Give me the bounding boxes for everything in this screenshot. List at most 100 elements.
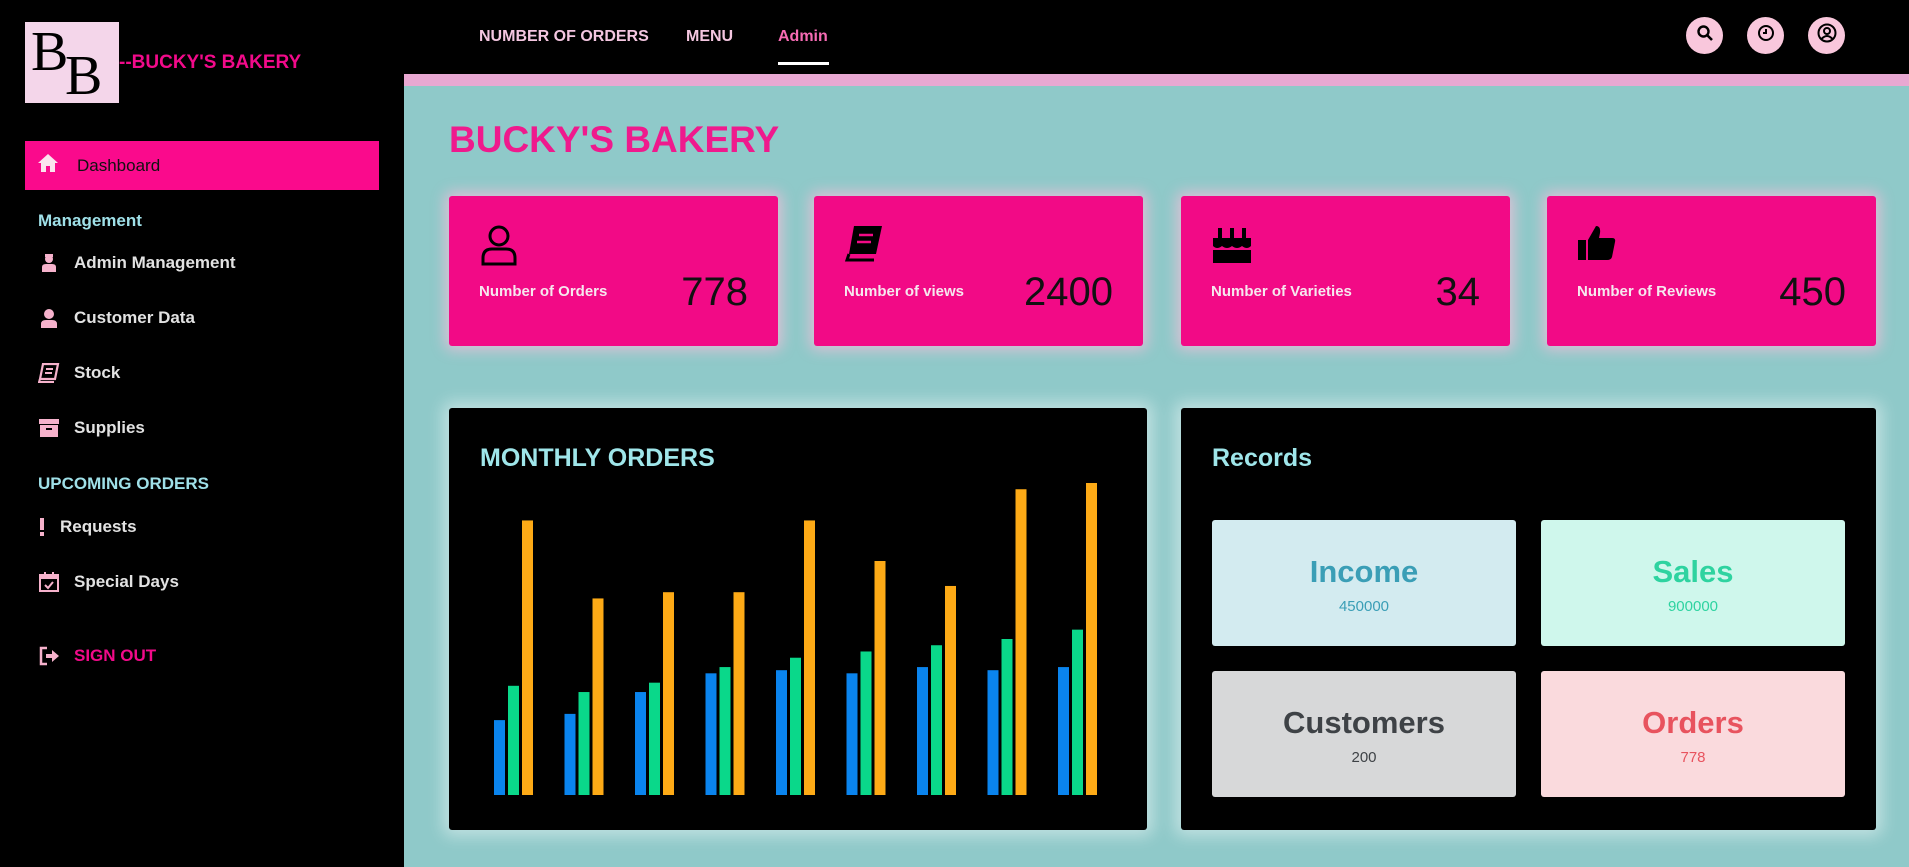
monthly-orders-panel: MONTHLY ORDERS	[449, 408, 1147, 830]
bar-series1-group5	[776, 670, 787, 795]
sidebar-item-stock[interactable]: Stock	[38, 362, 120, 384]
topnav-menu[interactable]: MENU	[686, 28, 734, 45]
bar-series2-group4	[719, 667, 731, 795]
sign-out-icon	[38, 645, 60, 667]
stat-label: Number of Reviews	[1577, 283, 1717, 300]
sidebar-item-customer-data[interactable]: Customer Data	[38, 307, 195, 329]
main-content: BUCKY'S BAKERY Number of Orders 778 Numb…	[404, 86, 1909, 867]
bar-series1-group8	[987, 670, 999, 795]
record-title: Sales	[1652, 554, 1734, 589]
sidebar-item-label: Stock	[74, 363, 121, 382]
sign-out-button[interactable]: SIGN OUT	[38, 645, 156, 667]
archive-box-icon	[38, 417, 60, 439]
record-title: Customers	[1283, 705, 1445, 740]
record-title: Income	[1309, 554, 1419, 589]
bar-series2-group1	[508, 685, 519, 795]
search-icon	[1696, 24, 1714, 47]
records-panel: Records Income 450000 Sales 900000 Custo…	[1181, 408, 1876, 830]
bar-series3-group6	[874, 561, 886, 795]
topnav-number-of-orders[interactable]: NUMBER OF ORDERS	[479, 28, 649, 45]
bar-series3-group7	[945, 585, 956, 795]
bar-series1-group6	[846, 673, 858, 795]
sidebar-item-label: Supplies	[74, 418, 145, 437]
bar-series3-group9	[1086, 483, 1097, 795]
bar-series3-group3	[663, 592, 674, 795]
profile-button[interactable]	[1808, 17, 1845, 54]
record-card-orders[interactable]: Orders 778	[1541, 671, 1845, 797]
book-icon	[844, 224, 886, 266]
bar-series2-group8	[1001, 639, 1013, 795]
sidebar-item-admin-management[interactable]: Admin Management	[38, 252, 236, 274]
stat-card-views[interactable]: Number of views 2400	[814, 196, 1143, 346]
home-icon	[37, 153, 59, 178]
bar-series3-group4	[733, 592, 745, 795]
record-title: Orders	[1642, 705, 1744, 740]
admin-icon	[38, 252, 60, 274]
monthly-orders-chart	[494, 483, 1097, 795]
sidebar-item-dashboard[interactable]: Dashboard	[25, 141, 379, 190]
bar-series2-group5	[790, 657, 801, 795]
record-card-income[interactable]: Income 450000	[1212, 520, 1516, 646]
records-title: Records	[1212, 444, 1313, 472]
sidebar-item-special-days[interactable]: Special Days	[38, 571, 179, 593]
stat-card-varieties[interactable]: Number of Varieties 34	[1181, 196, 1510, 346]
topnav-admin[interactable]: Admin	[778, 28, 828, 45]
record-card-customers[interactable]: Customers 200	[1212, 671, 1516, 797]
bar-series3-group5	[804, 520, 815, 795]
stat-value: 2400	[1024, 270, 1113, 314]
bar-series1-group9	[1058, 667, 1069, 795]
sidebar-item-label: Dashboard	[77, 155, 161, 175]
bar-series2-group3	[649, 682, 660, 795]
page-title: BUCKY'S BAKERY	[449, 119, 780, 160]
sidebar-item-label: Requests	[60, 517, 137, 536]
sidebar-item-label: Special Days	[74, 572, 179, 591]
record-value: 450000	[1338, 598, 1390, 615]
sidebar-item-label: Customer Data	[74, 308, 195, 327]
thumbs-up-icon	[1577, 224, 1619, 266]
calendar-check-icon	[38, 571, 60, 593]
bar-series2-group2	[578, 692, 590, 795]
bar-series2-group6	[860, 651, 872, 795]
bar-series1-group4	[705, 673, 717, 795]
sidebar-item-supplies[interactable]: Supplies	[38, 417, 145, 439]
logo[interactable]: B B	[25, 22, 119, 104]
brand-name: --BUCKY'S BAKERY	[119, 52, 302, 73]
bar-series1-group1	[494, 720, 505, 795]
sidebar-item-label: Admin Management	[74, 253, 236, 272]
active-tab-underline	[778, 62, 829, 65]
stat-card-reviews[interactable]: Number of Reviews 450	[1547, 196, 1876, 346]
bar-series3-group8	[1015, 489, 1027, 795]
birthday-cake-icon	[1211, 224, 1253, 266]
bar-series1-group3	[635, 692, 646, 795]
sign-out-label: SIGN OUT	[74, 646, 157, 665]
monthly-orders-title: MONTHLY ORDERS	[480, 444, 715, 472]
record-card-sales[interactable]: Sales 900000	[1541, 520, 1845, 646]
search-button[interactable]	[1686, 17, 1723, 54]
bar-series3-group1	[522, 520, 533, 795]
record-value: 900000	[1667, 598, 1719, 615]
user-circle-icon	[1817, 23, 1837, 48]
top-navbar: NUMBER OF ORDERS MENU Admin	[404, 0, 1909, 74]
stat-label: Number of views	[844, 283, 965, 300]
bar-series2-group7	[931, 645, 942, 795]
user-icon	[38, 307, 60, 329]
section-management: Management	[38, 211, 142, 230]
sidebar: B B --BUCKY'S BAKERY Dashboard Managemen…	[0, 0, 404, 867]
bar-series2-group9	[1072, 629, 1083, 795]
sidebar-item-requests[interactable]: Requests	[38, 516, 137, 538]
stat-label: Number of Orders	[479, 283, 608, 300]
book-icon	[38, 362, 60, 384]
stat-value: 34	[1435, 270, 1481, 314]
exclamation-icon	[38, 516, 46, 538]
stat-card-orders[interactable]: Number of Orders 778	[449, 196, 778, 346]
section-upcoming-orders: UPCOMING ORDERS	[38, 474, 209, 493]
user-outline-icon	[479, 224, 521, 266]
stat-value: 450	[1779, 270, 1846, 314]
bar-series3-group2	[592, 598, 604, 795]
record-value: 778	[1680, 749, 1706, 766]
stat-label: Number of Varieties	[1211, 283, 1352, 300]
clock-icon	[1757, 24, 1775, 47]
history-button[interactable]	[1747, 17, 1784, 54]
bar-series1-group2	[564, 713, 576, 795]
header-divider	[404, 74, 1909, 86]
